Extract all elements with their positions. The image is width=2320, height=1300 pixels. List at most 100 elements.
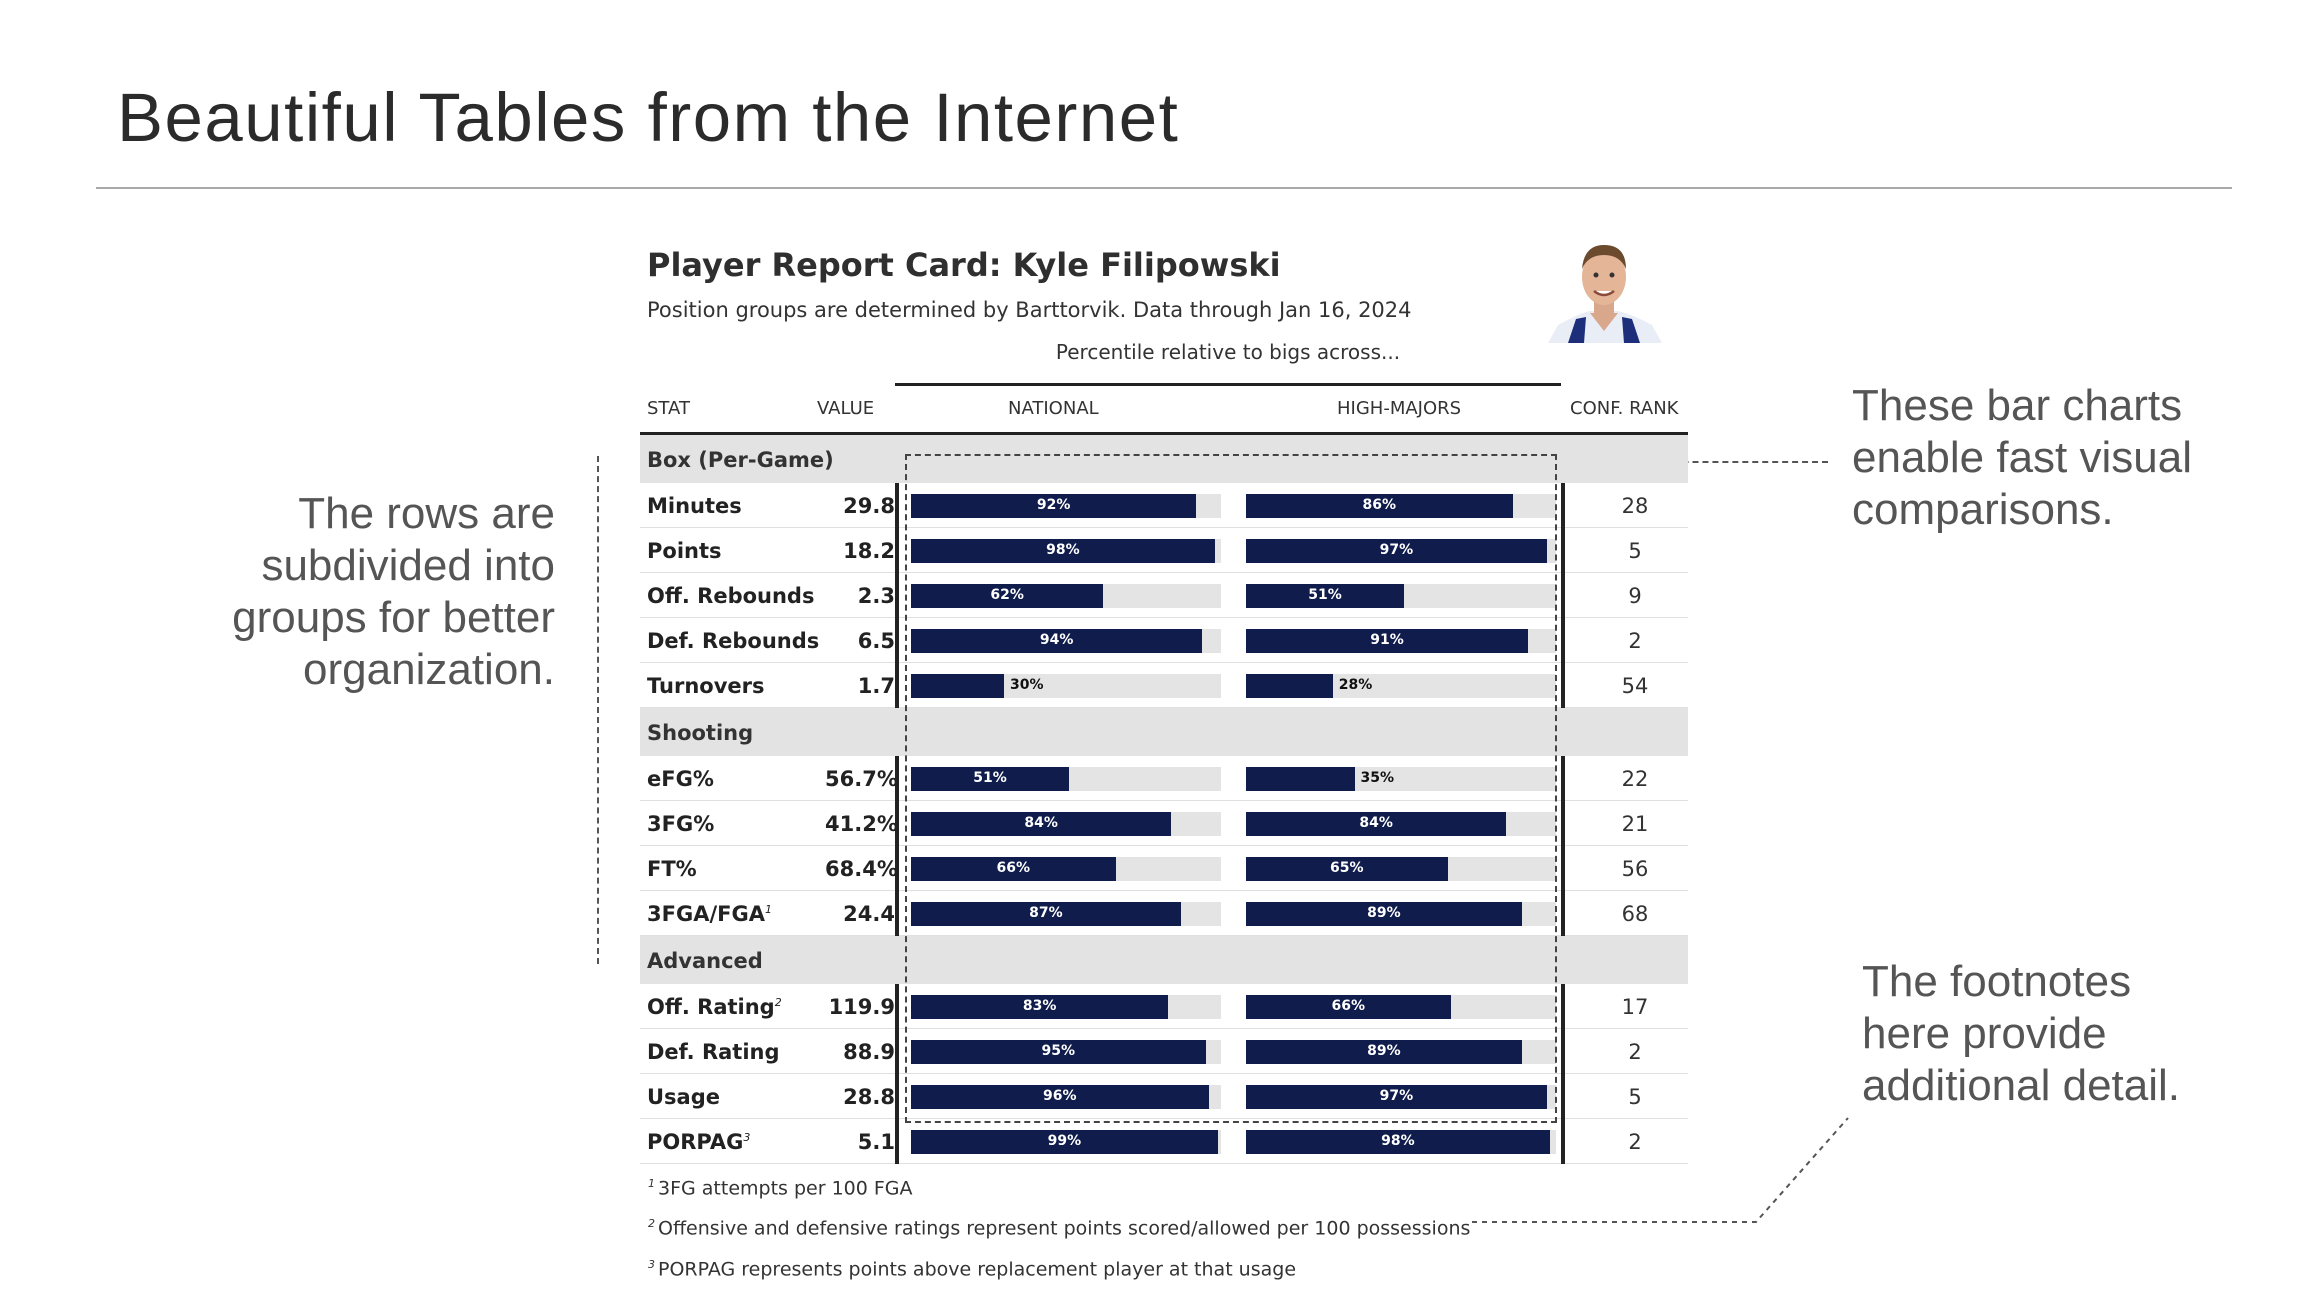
percentile-bar-fill xyxy=(1246,584,1405,608)
stat-label: Def. Rebounds xyxy=(647,629,820,653)
stat-value: 24.4 xyxy=(843,902,895,926)
percentile-bar-fill xyxy=(1246,857,1448,881)
percentile-bar-label: 84% xyxy=(1024,815,1058,831)
conf-rank: 2 xyxy=(1628,1040,1642,1064)
annotation-rows: The rows are subdivided into groups for … xyxy=(180,488,555,696)
national-percentile-bar: 95% xyxy=(911,1040,1221,1064)
percentile-bar-label: 92% xyxy=(1036,497,1071,513)
footnote: 1 3FG attempts per 100 FGA xyxy=(648,1166,1470,1206)
group-header-label: Box (Per-Game) xyxy=(647,448,834,472)
percentile-bar-label: 97% xyxy=(1379,542,1414,558)
column-divider xyxy=(1561,756,1565,936)
column-divider xyxy=(1561,984,1565,1164)
percentile-bar-fill xyxy=(911,812,1172,836)
annotation-line: additional detail. xyxy=(1862,1061,2181,1110)
footnote-ref: 3 xyxy=(743,1131,751,1144)
national-percentile-bar: 83% xyxy=(911,995,1221,1019)
group-header-label: Advanced xyxy=(647,949,763,973)
percentile-bar-label: 96% xyxy=(1043,1088,1077,1104)
stat-value: 68.4% xyxy=(825,857,898,881)
percentile-bar-fill xyxy=(1246,995,1451,1019)
percentile-bar-label: 84% xyxy=(1359,815,1393,831)
percentile-bar-fill xyxy=(911,995,1169,1019)
stat-value: 6.5 xyxy=(857,629,895,653)
percentile-bar-label: 51% xyxy=(1308,587,1342,603)
percentile-bar-fill xyxy=(911,902,1181,926)
footnote-mark: 1 xyxy=(648,1177,655,1190)
percentile-bar-fill xyxy=(1246,812,1507,836)
percentile-bar-label: 66% xyxy=(996,860,1031,876)
percentile-bar-fill xyxy=(911,674,1004,698)
stat-name: Off. Rebounds xyxy=(647,584,814,608)
percentile-bar-fill xyxy=(911,629,1203,653)
table-row: Off. Rebounds 2.3 62% 51% 9 xyxy=(640,573,1688,618)
high-majors-percentile-bar: 97% xyxy=(1246,1085,1556,1109)
table-row: 3FGA/FGA1 24.4 87% 89% 68 xyxy=(640,891,1688,936)
conf-rank: 22 xyxy=(1621,767,1649,791)
national-percentile-bar: 99% xyxy=(911,1130,1221,1154)
percentile-bar-fill xyxy=(911,584,1104,608)
percentile-bar-fill xyxy=(1246,494,1513,518)
conf-rank: 28 xyxy=(1621,494,1649,518)
group-rows: Off. Rating2 119.9 83% 66% 17 Def. Rating 88.9… xyxy=(640,984,1688,1164)
footnote-ref: 2 xyxy=(774,996,782,1009)
stat-name: eFG% xyxy=(647,767,714,791)
report-subtitle: Position groups are determined by Bartto… xyxy=(647,298,1412,322)
stat-label: Off. Rating xyxy=(647,995,775,1019)
percentile-bar-label: 89% xyxy=(1367,1043,1401,1059)
footnote-text: 3FG attempts per 100 FGA xyxy=(658,1177,913,1200)
percentile-bar-fill xyxy=(911,1040,1206,1064)
footnote-text: PORPAG represents points above replaceme… xyxy=(658,1257,1297,1280)
stat-name: Minutes xyxy=(647,494,742,518)
conf-rank: 56 xyxy=(1621,857,1649,881)
column-divider xyxy=(895,756,899,936)
stat-value: 56.7% xyxy=(825,767,898,791)
table-body: Box (Per-Game) Minutes 29.8 92% 86% 28 Points 1… xyxy=(640,435,1688,1164)
group-rows: eFG% 56.7% 51% 35% 22 3FG% 41.2% 84% 84% 21 FT% 68.… xyxy=(640,756,1688,936)
table-row: 3FG% 41.2% 84% 84% 21 xyxy=(640,801,1688,846)
footnotes: 1 3FG attempts per 100 FGA 2 Offensive and… xyxy=(648,1166,1470,1287)
table-row: Usage 28.8 96% 97% 5 xyxy=(640,1074,1688,1119)
group-header-label: Shooting xyxy=(647,721,754,745)
percentile-bar-fill xyxy=(911,857,1116,881)
high-majors-percentile-bar: 66% xyxy=(1246,995,1556,1019)
table-row: PORPAG3 5.1 99% 98% 2 xyxy=(640,1119,1688,1164)
percentile-bar-label: 35% xyxy=(1360,770,1395,786)
stat-label: Usage xyxy=(647,1085,720,1109)
stat-value: 88.9 xyxy=(843,1040,895,1064)
national-percentile-bar: 62% xyxy=(911,584,1221,608)
header-national: NATIONAL xyxy=(1008,398,1099,419)
stat-value: 18.2 xyxy=(843,539,895,563)
high-majors-percentile-bar: 84% xyxy=(1246,812,1556,836)
footnote-mark: 2 xyxy=(648,1217,655,1231)
national-percentile-bar: 87% xyxy=(911,902,1221,926)
percentile-bar-label: 28% xyxy=(1338,677,1373,693)
stat-label: Off. Rebounds xyxy=(647,584,815,608)
percentile-bar-label: 98% xyxy=(1381,1133,1415,1149)
table-row: FT% 68.4% 66% 65% 56 xyxy=(640,846,1688,891)
group-rows: Minutes 29.8 92% 86% 28 Points 18.2 98% 97% 5 Off.… xyxy=(640,483,1688,708)
stat-value: 41.2% xyxy=(825,812,898,836)
conf-rank: 2 xyxy=(1628,629,1642,653)
percentile-bar-label: 89% xyxy=(1367,905,1401,921)
stat-name: Def. Rebounds xyxy=(647,629,819,653)
percentile-bar-label: 98% xyxy=(1046,542,1080,558)
table-row: eFG% 56.7% 51% 35% 22 xyxy=(640,756,1688,801)
conf-rank: 17 xyxy=(1621,995,1649,1019)
stat-label: Def. Rating xyxy=(647,1040,780,1064)
percentile-bar-fill xyxy=(1246,1040,1522,1064)
stat-name: Usage xyxy=(647,1085,720,1109)
footnote-mark: 3 xyxy=(648,1257,655,1271)
percentile-bar-fill xyxy=(1246,539,1547,563)
national-percentile-bar: 96% xyxy=(911,1085,1221,1109)
stat-value: 2.3 xyxy=(857,584,895,608)
conf-rank: 54 xyxy=(1621,674,1649,698)
high-majors-percentile-bar: 89% xyxy=(1246,1040,1556,1064)
title-divider xyxy=(96,187,2232,189)
high-majors-percentile-bar: 98% xyxy=(1246,1130,1556,1154)
report-title: Player Report Card: Kyle Filipowski xyxy=(647,246,1281,284)
slide-title: Beautiful Tables from the Internet xyxy=(117,79,1180,156)
percentile-bar-fill xyxy=(1246,629,1529,653)
annotation-line: subdivided into xyxy=(261,541,555,590)
